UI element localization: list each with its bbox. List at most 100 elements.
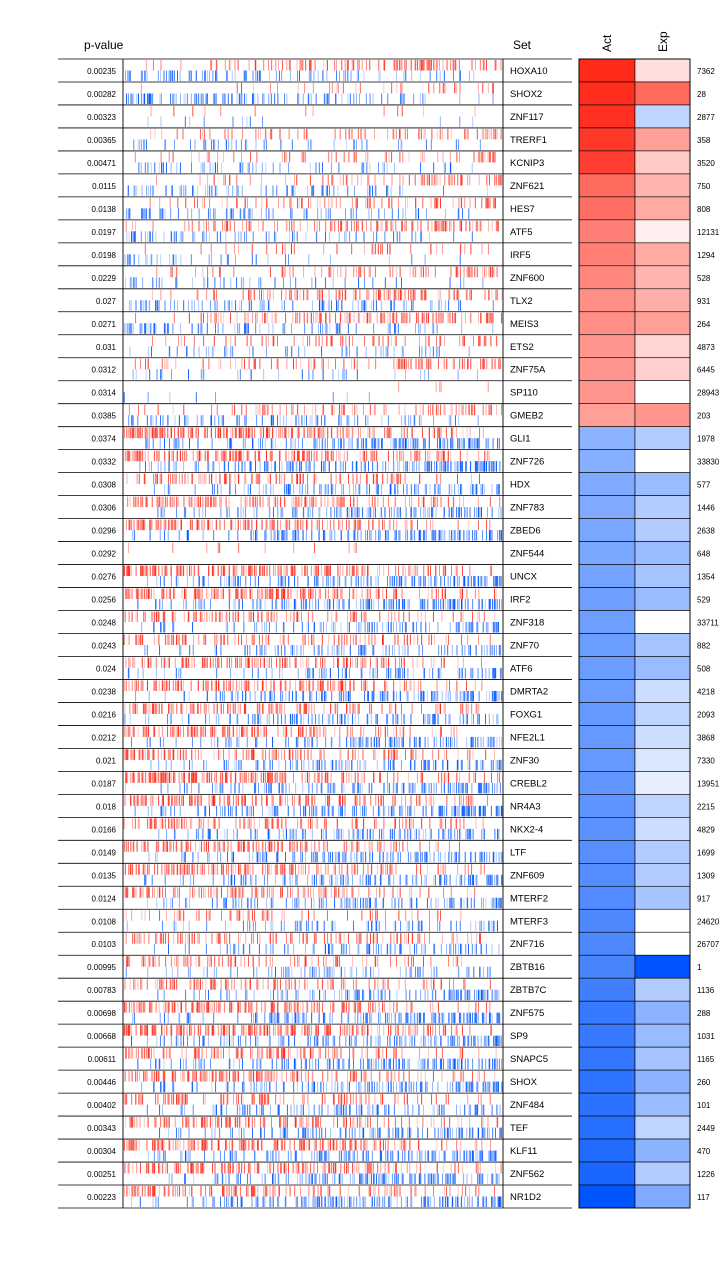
pvalue-label: 0.0308 [92, 481, 117, 490]
set-size-label: 1354 [697, 573, 715, 582]
act-cell [578, 288, 636, 313]
set-size-label: 203 [697, 412, 711, 421]
table-row: 0.0256 IRF2 529 [58, 587, 711, 611]
pvalue-label: 0.0314 [92, 389, 117, 398]
act-cell [578, 587, 636, 611]
exp-cell [634, 265, 691, 290]
pvalue-label: 0.0138 [92, 205, 117, 214]
table-row: 0.0271 MEIS3 264 [58, 311, 711, 336]
table-row: 0.0197 ATF5 12131 [58, 219, 720, 244]
set-label: ZNF318 [510, 618, 544, 629]
set-size-label: 2877 [697, 113, 715, 122]
exp-cell [634, 472, 691, 496]
table-row: 0.0243 ZNF70 882 [58, 633, 711, 657]
pvalue-label: 0.0276 [92, 573, 117, 582]
exp-cell [634, 449, 691, 473]
pvalue-label: 0.0243 [92, 642, 117, 651]
set-size-label: 577 [697, 481, 711, 490]
exp-cell [634, 104, 691, 129]
set-size-label: 808 [697, 205, 711, 214]
set-label: HOXA10 [510, 66, 548, 77]
act-header: Act [600, 34, 614, 52]
set-label: ZNF600 [510, 273, 544, 284]
set-label: MEIS3 [510, 319, 539, 330]
pvalue-label: 0.0197 [92, 228, 117, 237]
set-label: UNCX [510, 572, 538, 583]
exp-cell [634, 242, 691, 267]
set-label: HDX [510, 480, 531, 491]
pvalue-label: 0.00323 [87, 113, 116, 122]
table-row: 0.00471 KCNIP3 3520 [58, 150, 715, 175]
pvalue-label: 0.0198 [92, 251, 117, 260]
set-label: ZNF117 [510, 112, 544, 123]
pvalue-label: 0.00365 [87, 136, 116, 145]
set-size-label: 528 [697, 274, 711, 283]
table-row: 0.0229 ZNF600 528 [58, 265, 711, 290]
table-row: 0.0312 ZNF75A 6445 [58, 357, 715, 382]
set-size-label: 28943 [697, 389, 720, 398]
pvalue-label: 0.0248 [92, 619, 117, 628]
exp-cell [634, 311, 691, 336]
pvalue-label: 0.0385 [92, 412, 117, 421]
set-label: IRF5 [510, 250, 531, 261]
set-size-label: 1294 [697, 251, 715, 260]
set-size-label: 4873 [697, 343, 715, 352]
set-size-label: 358 [697, 136, 711, 145]
exp-cell [634, 173, 691, 198]
set-size-label: 3520 [697, 159, 715, 168]
table-row: 0.0314 SP110 28943 [58, 380, 720, 405]
pvalue-header: p-value [84, 38, 124, 52]
pvalue-label: 0.0256 [92, 596, 117, 605]
set-label: ZNF75A [510, 365, 546, 376]
act-cell [578, 426, 636, 450]
act-cell [578, 403, 636, 427]
set-size-label: 1446 [697, 504, 715, 513]
table-row: 0.00235 HOXA10 7362 [58, 58, 715, 83]
table-row: 0.0138 HES7 808 [58, 196, 711, 221]
pvalue-label: 0.027 [96, 297, 117, 306]
act-cell [578, 472, 636, 496]
exp-cell [634, 81, 691, 106]
set-size-label: 264 [697, 320, 711, 329]
exp-cell [634, 288, 691, 313]
set-label: SP110 [510, 388, 538, 399]
pvalue-label: 0.0271 [92, 320, 117, 329]
act-cell [578, 380, 636, 405]
table-row: 0.027 TLX2 931 [58, 288, 711, 313]
set-label: GLI1 [510, 434, 531, 445]
set-size-label: 28 [697, 90, 706, 99]
set-header: Set [513, 38, 532, 52]
act-cell [578, 610, 636, 634]
exp-cell [634, 541, 691, 565]
set-size-label: 7362 [697, 67, 715, 76]
set-label: TRERF1 [510, 135, 547, 146]
set-label: GMEB2 [510, 411, 543, 422]
pvalue-label: 0.00282 [87, 90, 116, 99]
set-label: ZNF783 [510, 503, 544, 514]
pvalue-label: 0.0229 [92, 274, 117, 283]
pvalue-label: 0.0312 [92, 366, 117, 375]
pvalue-label: 0.0292 [92, 550, 117, 559]
set-size-label: 648 [697, 550, 711, 559]
act-cell [578, 518, 636, 542]
set-label: ZNF544 [510, 549, 544, 560]
table-row: 0.0332 ZNF726 33830 [58, 449, 720, 473]
table-row: 0.0306 ZNF783 1446 [58, 495, 715, 519]
set-size-label: 33711 [697, 619, 719, 628]
set-size-label: 931 [697, 297, 711, 306]
act-cell [578, 127, 636, 152]
exp-cell [634, 127, 691, 152]
table-row: 0.031 ETS2 4873 [58, 334, 715, 359]
act-cell [578, 104, 636, 129]
set-label: ZNF726 [510, 457, 544, 468]
exp-cell [634, 610, 691, 634]
exp-cell [634, 219, 691, 244]
set-size-label: 2638 [697, 527, 715, 536]
set-label: ETS2 [510, 342, 534, 353]
act-cell [578, 265, 636, 290]
rows-layer: 0.00235 HOXA10 7362 0.00282 SHOX2 28 0.00323 ZN… [58, 58, 720, 1209]
table-row: 0.0308 HDX 577 [58, 472, 711, 496]
set-label: HES7 [510, 204, 535, 215]
set-label: IRF2 [510, 595, 531, 606]
